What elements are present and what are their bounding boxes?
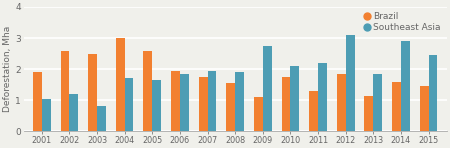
Bar (318, 63, 327, 131)
Bar (392, 82, 401, 131)
Bar (254, 97, 263, 131)
Bar (125, 78, 134, 131)
Bar (420, 86, 428, 131)
Bar (97, 106, 106, 131)
Bar (144, 50, 152, 131)
Bar (337, 74, 346, 131)
Bar (88, 54, 97, 131)
Bar (364, 96, 373, 131)
Bar (263, 46, 272, 131)
Y-axis label: Deforestation, Mha: Deforestation, Mha (4, 26, 13, 112)
Bar (207, 71, 216, 131)
Bar (309, 91, 318, 131)
Bar (290, 66, 299, 131)
Bar (171, 71, 180, 131)
Bar (401, 41, 410, 131)
Bar (226, 83, 235, 131)
Bar (282, 77, 290, 131)
Bar (42, 99, 50, 131)
Bar (374, 74, 382, 131)
Bar (235, 72, 244, 131)
Legend: Brazil, Southeast Asia: Brazil, Southeast Asia (363, 10, 442, 34)
Bar (61, 50, 69, 131)
Bar (69, 94, 78, 131)
Bar (428, 55, 437, 131)
Bar (180, 74, 189, 131)
Bar (346, 35, 355, 131)
Bar (152, 80, 161, 131)
Bar (116, 38, 125, 131)
Bar (199, 77, 207, 131)
Bar (33, 72, 42, 131)
